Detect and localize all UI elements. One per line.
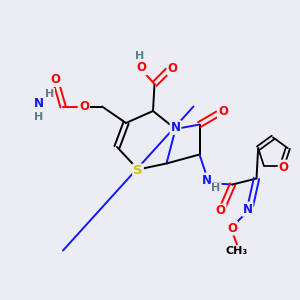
Text: N: N xyxy=(170,121,181,134)
Text: CH₃: CH₃ xyxy=(226,246,248,256)
Text: O: O xyxy=(215,204,226,218)
Text: O: O xyxy=(167,61,178,75)
Text: H: H xyxy=(135,51,144,61)
Text: N: N xyxy=(202,173,212,187)
Text: N: N xyxy=(34,97,44,110)
Text: O: O xyxy=(218,105,228,118)
Text: N: N xyxy=(242,202,253,216)
Text: H: H xyxy=(34,112,43,122)
Text: O: O xyxy=(279,160,289,174)
Text: S: S xyxy=(133,164,143,178)
Text: H: H xyxy=(45,89,54,99)
Text: H: H xyxy=(212,183,220,194)
Text: O: O xyxy=(79,100,89,113)
Text: O: O xyxy=(50,73,61,86)
Text: O: O xyxy=(136,61,147,74)
Text: O: O xyxy=(227,221,237,235)
